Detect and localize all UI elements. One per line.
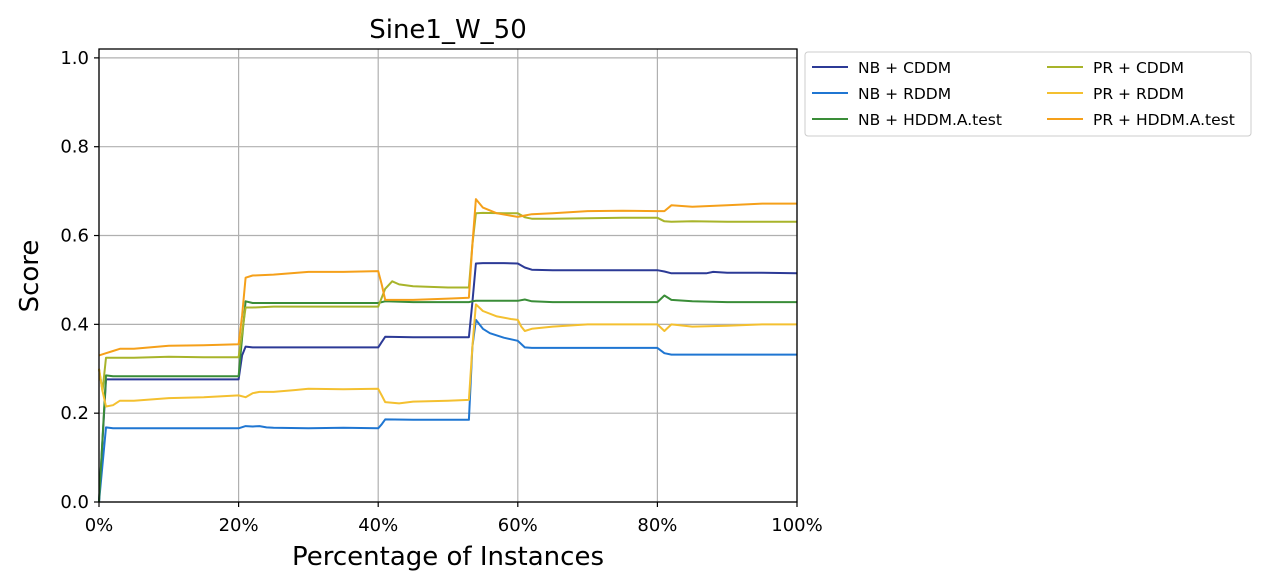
y-tick-label: 1.0 [60,48,89,69]
series-line-nb-rddm [98,318,797,503]
legend-label: PR + CDDM [1093,59,1184,77]
legend-label: PR + RDDM [1093,85,1184,103]
chart-title: Sine1_W_50 [369,15,527,45]
y-tick-label: 0.4 [60,314,89,335]
plot-frame [98,48,798,503]
x-axis: 0% 20% 40% 60% 80% 100% [85,502,823,536]
x-tick-label: 0% [85,515,114,536]
legend-box [804,51,1252,137]
x-tick-label: 100% [771,515,822,536]
y-tick-label: 0.2 [60,403,89,424]
y-tick-label: 0.6 [60,226,89,247]
x-tick-label: 60% [498,515,538,536]
legend-label: NB + HDDM.A.test [858,111,1002,129]
series-line-pr-rddm [98,303,797,408]
legend-label: NB + CDDM [858,59,951,77]
y-tick-label: 0.0 [60,492,89,513]
legend: NB + CDDM NB + RDDM NB + HDDM.A.test PR + C… [804,51,1252,137]
series-line-nb-cddm [98,262,798,503]
y-tick-label: 0.8 [60,137,89,158]
x-tick-label: 40% [358,515,398,536]
x-tick-label: 20% [219,515,259,536]
series-line-nb-hddm-a-test [98,294,797,503]
series-lines [98,198,798,503]
series-line-pr-hddm-a-test [98,198,797,357]
series-line-pr-cddm [98,211,797,392]
x-axis-title: Percentage of Instances [292,542,604,572]
y-axis-title: Score [15,240,45,313]
legend-label: NB + RDDM [858,85,951,103]
grid-lines [98,49,798,503]
y-axis: 0.0 0.2 0.4 0.6 0.8 1.0 [60,48,99,513]
x-tick-label: 80% [637,515,677,536]
legend-label: PR + HDDM.A.test [1093,111,1235,129]
